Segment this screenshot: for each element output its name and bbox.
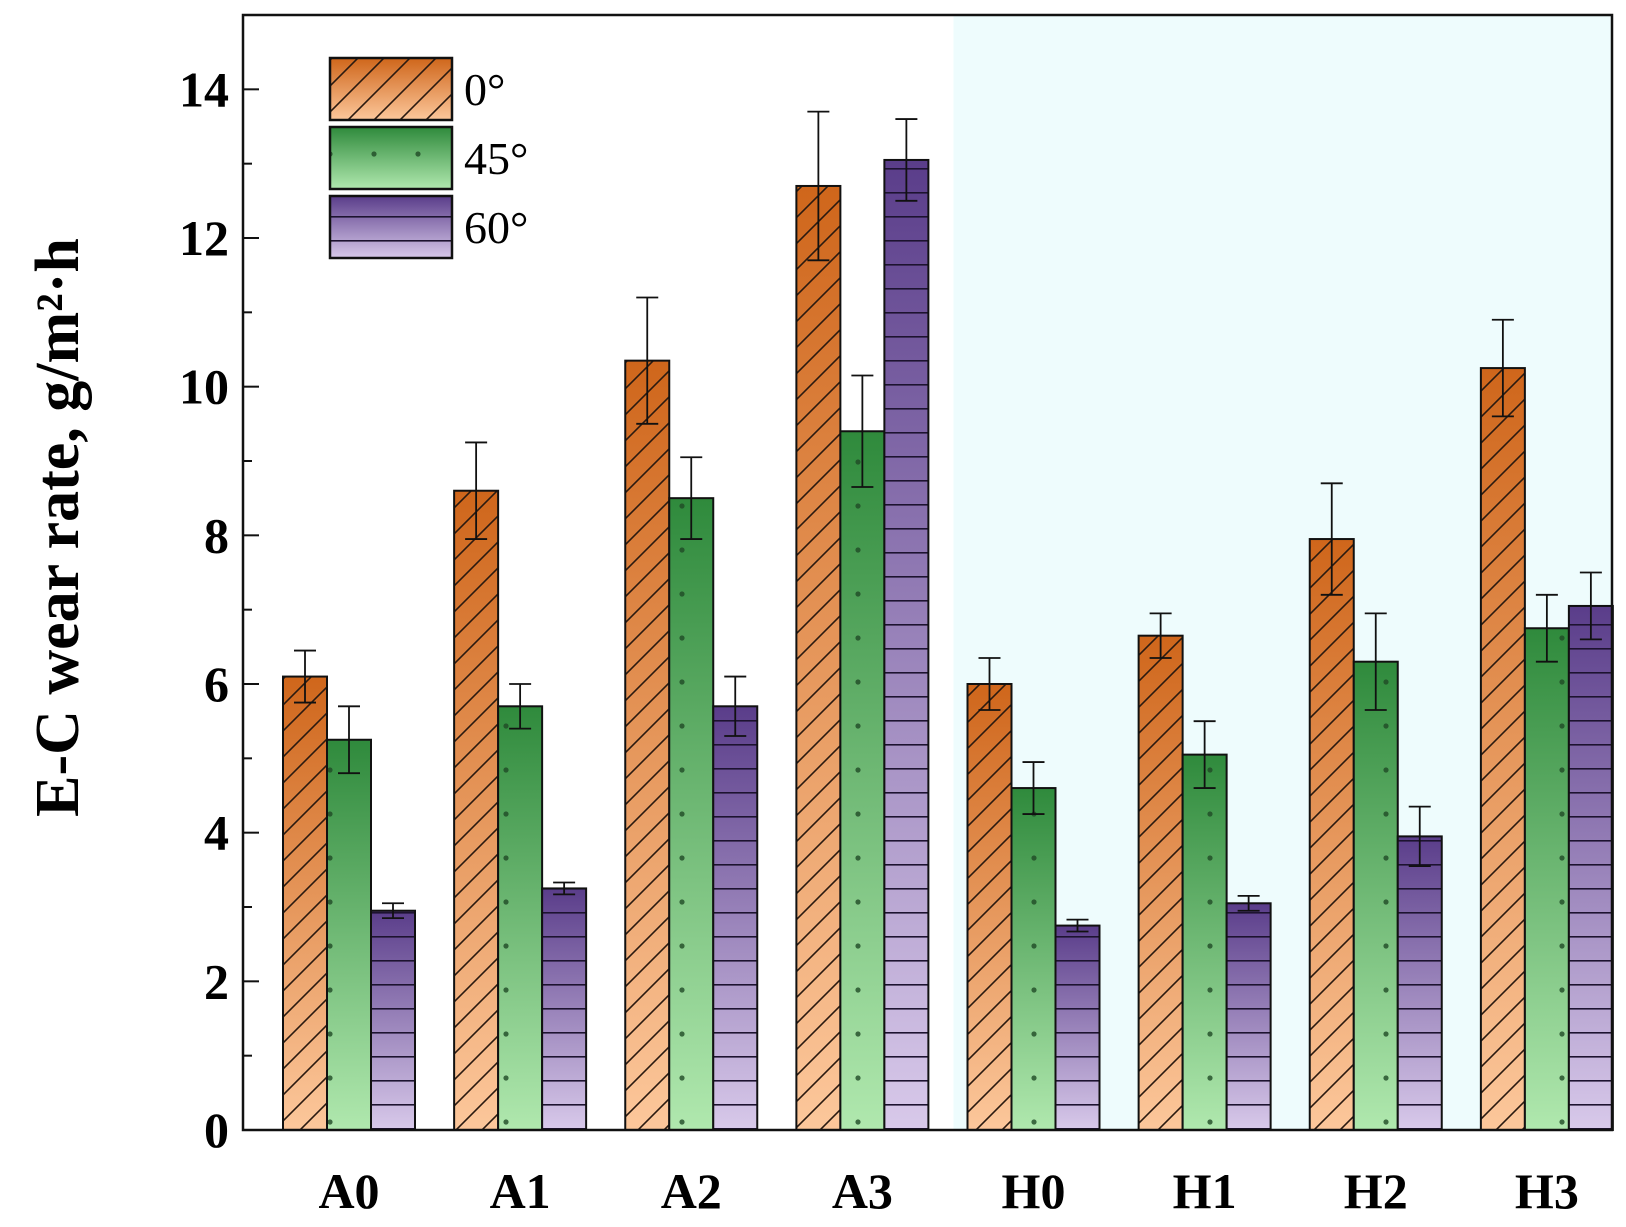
error-bar-H3-0 (1491, 318, 1514, 418)
x-tick-label-A1: A1 (490, 1163, 551, 1219)
bar-pattern-A3-1 (839, 430, 886, 1131)
error-bar-H2-2 (1408, 805, 1431, 868)
bar-pattern-H0-1 (1010, 787, 1057, 1131)
bar-pattern-A0-1 (326, 738, 372, 1131)
bar-pattern-H0-0 (966, 683, 1013, 1131)
error-bar-A0-1 (338, 705, 360, 775)
bar-pattern-A1-0 (453, 489, 500, 1131)
error-bar-A3-1 (851, 374, 874, 488)
x-tick-label-H1: H1 (1173, 1163, 1237, 1219)
y-tick-label-6: 6 (204, 656, 229, 712)
error-bar-A1-2 (553, 881, 576, 896)
error-bar-A0-2 (382, 902, 404, 920)
error-bar-H0-0 (978, 657, 1001, 711)
y-tick-label-0: 0 (204, 1102, 229, 1158)
x-tick-label-H0: H0 (1002, 1163, 1066, 1219)
legend-label-0: 0° (464, 64, 505, 115)
x-tick-label-A0: A0 (318, 1163, 379, 1219)
x-tick-label-H2: H2 (1344, 1163, 1408, 1219)
y-tick-label-14: 14 (179, 61, 229, 117)
y-axis-title: E-C wear rate, g/m²·h (24, 238, 92, 817)
bar-pattern-H3-0 (1479, 367, 1526, 1132)
error-bar-H1-1 (1193, 720, 1216, 789)
error-bar-A2-1 (680, 456, 703, 540)
x-tick-label-A3: A3 (832, 1163, 893, 1219)
error-bar-A2-0 (636, 296, 659, 425)
bars-layer (282, 110, 1614, 1132)
plot-frame (241, 13, 1614, 1132)
bar-pattern-H0-2 (1054, 924, 1101, 1131)
bar-pattern-A1-2 (541, 887, 588, 1132)
error-bar-H3-2 (1579, 571, 1602, 641)
legend-label-1: 45° (464, 133, 528, 184)
error-bar-A2-2 (724, 675, 747, 737)
bar-pattern-A0-0 (282, 675, 328, 1131)
bar-pattern-H3-2 (1567, 604, 1614, 1131)
y-tick-label-2: 2 (204, 953, 229, 1009)
bar-pattern-A1-1 (497, 705, 544, 1131)
error-bar-A3-0 (807, 110, 830, 262)
x-tick-label-H3: H3 (1515, 1163, 1579, 1219)
bar-pattern-H2-2 (1396, 835, 1443, 1132)
error-bar-H0-2 (1066, 918, 1089, 933)
error-bar-A1-1 (509, 683, 532, 730)
bar-pattern-H2-1 (1352, 660, 1399, 1131)
bar-pattern-H1-1 (1181, 753, 1228, 1131)
legend-swatch-pattern-1 (328, 125, 454, 191)
y-tick-label-10: 10 (179, 359, 229, 415)
legend-swatch-pattern-2 (328, 194, 454, 260)
bar-pattern-H1-2 (1225, 902, 1272, 1131)
bar-pattern-A3-0 (795, 184, 842, 1131)
bar-pattern-H2-0 (1308, 538, 1355, 1131)
legend-layer: 0° 45° 60° (328, 56, 528, 260)
error-bar-H1-2 (1237, 894, 1260, 912)
error-bar-A3-2 (895, 118, 918, 202)
error-bar-H3-1 (1535, 593, 1558, 663)
axes-layer: A0 A1 A2 A3 H0 H1 H2 H3 0 2 4 6 8 10 12 14 (179, 13, 1614, 1219)
error-bar-H2-0 (1320, 482, 1343, 596)
bar-pattern-A0-2 (370, 909, 416, 1132)
legend-label-2: 60° (464, 202, 528, 253)
bar-pattern-A2-0 (624, 359, 671, 1131)
bar-pattern-H1-0 (1137, 634, 1184, 1132)
error-bar-A0-0 (294, 649, 316, 704)
y-tick-label-8: 8 (204, 507, 229, 563)
y-tick-label-4: 4 (204, 805, 229, 861)
error-bar-H2-1 (1364, 612, 1387, 711)
error-bar-H0-1 (1022, 761, 1045, 815)
y-tick-label-12: 12 (179, 210, 229, 266)
error-bar-A1-0 (465, 441, 488, 540)
bar-pattern-A3-2 (883, 158, 930, 1131)
bar-pattern-A2-2 (712, 705, 759, 1131)
bar-pattern-A2-1 (668, 497, 715, 1131)
error-bar-H1-0 (1149, 612, 1172, 659)
legend-swatch-pattern-0 (328, 56, 454, 122)
bar-pattern-H3-1 (1523, 627, 1570, 1131)
x-tick-label-A2: A2 (661, 1163, 722, 1219)
